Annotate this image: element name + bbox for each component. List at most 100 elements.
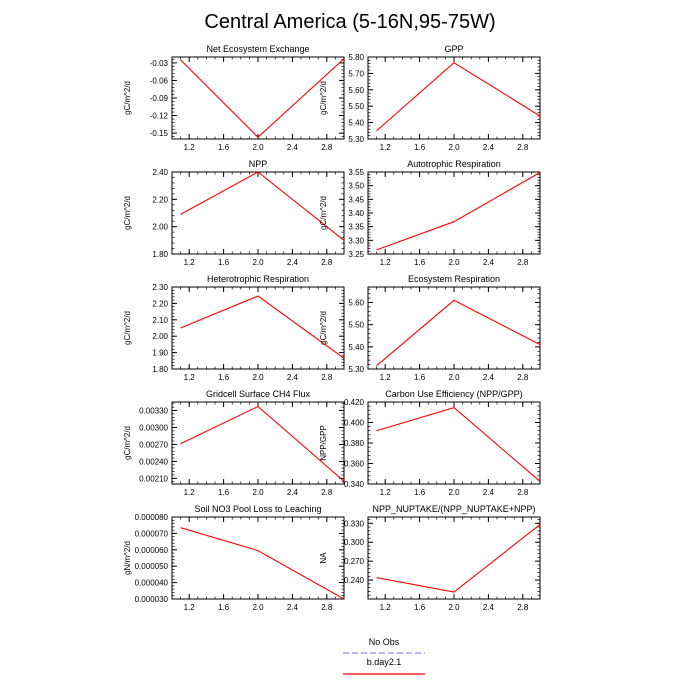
plot-frame <box>367 401 541 485</box>
y-tick-label: -0.15 <box>150 129 169 138</box>
y-tick-label: 0.400 <box>344 419 365 428</box>
panel-title: Gridcell Surface CH4 Flux <box>206 389 311 399</box>
y-axis-label: gC/m^2/d <box>319 81 328 115</box>
x-tick-label: 1.2 <box>184 603 196 612</box>
x-tick-label: 2.0 <box>252 488 264 497</box>
chart-panel-1: Net Ecosystem Exchange gC/m^2/d 1.2 1.6 2.0 2… <box>123 44 345 152</box>
x-tick-label: 2.8 <box>321 488 333 497</box>
y-tick-label: 1.90 <box>152 349 168 358</box>
x-tick-label: 2.8 <box>321 258 333 267</box>
x-tick-label: 2.8 <box>517 143 529 152</box>
x-tick-label: 2.4 <box>483 143 495 152</box>
y-axis-label: gN/m^2/d <box>123 541 132 575</box>
y-tick-label: 1.80 <box>152 250 168 259</box>
chart-panel-2: GPP gC/m^2/d 1.2 1.6 2.0 2.4 2.8 5.30 5.40 5.50 5.… <box>319 44 541 152</box>
x-tick-label: 2.4 <box>287 258 299 267</box>
y-tick-label: 0.420 <box>344 398 365 407</box>
x-tick-label: 1.6 <box>218 258 230 267</box>
x-tick-label: 1.2 <box>184 258 196 267</box>
x-tick-label: 2.0 <box>448 258 460 267</box>
y-tick-label: 5.30 <box>348 135 364 144</box>
x-tick-label: 2.4 <box>287 143 299 152</box>
x-tick-label: 2.0 <box>252 258 264 267</box>
x-tick-label: 2.0 <box>448 373 460 382</box>
y-tick-label: 0.000060 <box>135 546 169 555</box>
x-tick-label: 2.4 <box>287 373 299 382</box>
y-axis-label: gC/m^2/d <box>319 311 328 345</box>
figure-title: Central America (5-16N,95-75W) <box>204 11 495 33</box>
y-tick-label: 0.000040 <box>135 579 169 588</box>
series-line-b.day2.1 <box>376 406 540 482</box>
x-tick-label: 1.6 <box>218 488 230 497</box>
panel-title: Ecosystem Respiration <box>408 274 500 284</box>
y-tick-label: 0.360 <box>344 460 365 469</box>
y-tick-label: 1.80 <box>152 365 168 374</box>
x-tick-label: 1.2 <box>380 603 392 612</box>
x-tick-label: 2.4 <box>483 488 495 497</box>
y-tick-label: 0.00330 <box>139 406 168 415</box>
series-line-b.day2.1 <box>180 172 344 241</box>
panel-title: Net Ecosystem Exchange <box>206 44 309 54</box>
x-tick-label: 2.4 <box>483 603 495 612</box>
y-axis-label: NA <box>319 552 328 564</box>
y-tick-label: 5.70 <box>348 69 364 78</box>
series-line-b.day2.1 <box>376 62 540 132</box>
chart-panel-7: Gridcell Surface CH4 Flux gC/m^2/d 1.2 1.6 2… <box>123 389 345 497</box>
panel-title: GPP <box>444 44 463 54</box>
y-tick-label: 0.240 <box>344 576 365 585</box>
y-tick-label: 3.35 <box>348 223 364 232</box>
series-line-b.day2.1 <box>180 527 344 599</box>
x-tick-label: 1.2 <box>184 488 196 497</box>
x-tick-label: 2.4 <box>483 258 495 267</box>
x-tick-label: 2.4 <box>287 603 299 612</box>
y-axis-label: gC/m^2/d <box>123 311 132 345</box>
x-tick-label: 1.6 <box>218 373 230 382</box>
y-tick-label: 0.000070 <box>135 529 169 538</box>
x-tick-label: 2.0 <box>448 143 460 152</box>
chart-panel-6: Ecosystem Respiration gC/m^2/d 1.2 1.6 2.0 2.… <box>319 274 541 382</box>
x-tick-label: 1.2 <box>184 143 196 152</box>
chart-panel-8: Carbon Use Efficiency (NPP/GPP) NPP/GPP 1.… <box>319 389 541 497</box>
y-tick-label: 0.000050 <box>135 562 169 571</box>
y-tick-label: 0.340 <box>344 480 365 489</box>
panels-group: Net Ecosystem Exchange gC/m^2/d 1.2 1.6 2.0 2… <box>123 44 541 612</box>
legend: No Obs b.day2.1 <box>343 637 425 675</box>
y-tick-label: 2.00 <box>152 332 168 341</box>
y-axis-label: gC/m^2/d <box>319 196 328 230</box>
x-tick-label: 1.6 <box>218 143 230 152</box>
x-tick-label: 2.8 <box>517 373 529 382</box>
x-tick-label: 1.2 <box>184 373 196 382</box>
y-tick-label: 5.40 <box>348 119 364 128</box>
x-tick-label: 2.0 <box>448 488 460 497</box>
panel-title: NPP <box>249 159 268 169</box>
plot-frame <box>367 171 541 255</box>
legend-obs-label: No Obs <box>369 637 400 647</box>
x-tick-label: 2.0 <box>252 143 264 152</box>
y-tick-label: 3.40 <box>348 209 364 218</box>
x-tick-label: 1.6 <box>414 603 426 612</box>
x-tick-label: 2.0 <box>252 373 264 382</box>
y-tick-label: 2.10 <box>152 316 168 325</box>
y-tick-label: -0.06 <box>150 76 169 85</box>
x-tick-label: 1.6 <box>414 143 426 152</box>
y-tick-label: 0.00300 <box>139 423 168 432</box>
x-tick-label: 2.8 <box>517 258 529 267</box>
y-tick-label: 3.50 <box>348 182 364 191</box>
chart-panel-5: Heterotrophic Respiration gC/m^2/d 1.2 1.6 2… <box>123 274 345 382</box>
x-tick-label: 2.8 <box>321 373 333 382</box>
x-tick-label: 2.4 <box>287 488 299 497</box>
y-tick-label: -0.09 <box>150 94 169 103</box>
y-axis-label: gC/m^2/d <box>123 196 132 230</box>
x-tick-label: 1.6 <box>414 373 426 382</box>
chart-panel-3: NPP gC/m^2/d 1.2 1.6 2.0 2.4 2.8 1.80 2.00 2.20 2.… <box>123 159 345 267</box>
y-tick-label: -0.03 <box>150 59 169 68</box>
y-tick-label: 5.60 <box>348 299 364 308</box>
plot-frame <box>367 286 541 370</box>
x-tick-label: 2.0 <box>252 603 264 612</box>
panel-title: NPP_NUPTAKE/(NPP_NUPTAKE+NPP) <box>373 504 536 514</box>
y-tick-label: 3.45 <box>348 195 364 204</box>
y-tick-label: 5.50 <box>348 102 364 111</box>
y-tick-label: 0.330 <box>344 519 365 528</box>
x-tick-label: 1.2 <box>380 373 392 382</box>
